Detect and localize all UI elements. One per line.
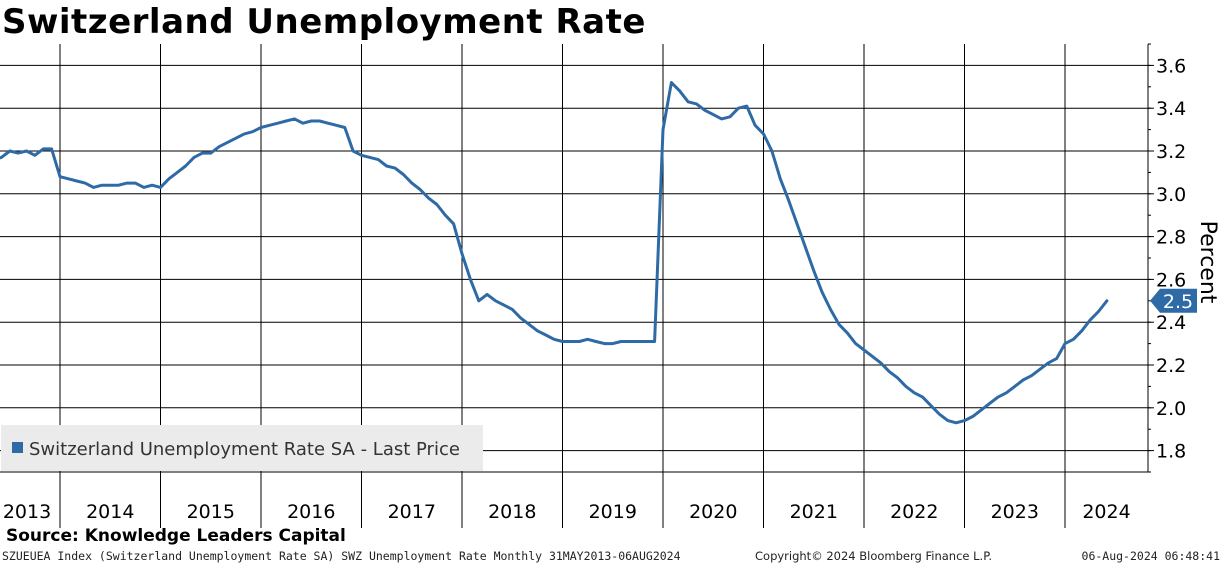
y-tick-label: 2.4 [1156,312,1186,334]
x-tick-label: 2016 [287,501,335,523]
y-tick-label: 3.2 [1156,141,1186,163]
x-tick-label: 2015 [187,501,235,523]
source-text: Source: Knowledge Leaders Capital [6,526,346,546]
y-axis: 1.8 2.0 2.2 2.4 2.6 2.8 3.0 3.2 3.4 3.6 [1147,43,1186,473]
x-tick-label: 2017 [388,501,436,523]
y-tick-label: 3.4 [1156,98,1186,120]
x-tick-label: 2023 [991,501,1039,523]
y-tick-label: 2.0 [1156,398,1186,420]
x-axis-years: 2013 2014 2015 2016 2017 2018 2019 2020 2021 2022… [0,471,1148,528]
x-tick-label: 2022 [890,501,938,523]
x-tick-label: 2014 [86,501,134,523]
legend-label: Switzerland Unemployment Rate SA - Last … [29,439,460,460]
y-tick-label: 1.8 [1156,441,1186,463]
legend-swatch [12,442,23,453]
chart-title: Switzerland Unemployment Rate [2,2,646,42]
y-tick-label: 2.6 [1156,269,1186,291]
y-tick-label: 3.6 [1156,55,1186,77]
footer-copyright: Copyright© 2024 Bloomberg Finance L.P. [755,549,992,563]
x-tick-label: 2021 [790,501,838,523]
x-tick-label: 2020 [689,501,737,523]
last-price-tag-shape [1150,288,1197,313]
x-tick-label: 2024 [1082,501,1130,523]
footer-timestamp: 06-Aug-2024 06:48:41 [1081,549,1220,563]
y-tick-label: 3.0 [1156,184,1186,206]
last-price-tag-label: 2.5 [1163,291,1193,313]
y-tick-label: 2.2 [1156,355,1186,377]
x-tick-label: 2019 [589,501,637,523]
last-price-tag: 2.5 [1150,288,1197,313]
y-axis-label: Percent [1195,221,1220,304]
x-tick-label: 2013 [3,501,51,523]
x-tick-label: 2018 [488,501,536,523]
y-tick-label: 2.8 [1156,227,1186,249]
grid-lines [0,44,1148,472]
series-layer [0,81,1109,425]
legend: Switzerland Unemployment Rate SA - Last … [1,425,483,471]
legend-background [1,425,483,471]
footer-description: SZUEUEA Index (Switzerland Unemployment … [2,549,681,563]
series-line [0,81,1109,425]
